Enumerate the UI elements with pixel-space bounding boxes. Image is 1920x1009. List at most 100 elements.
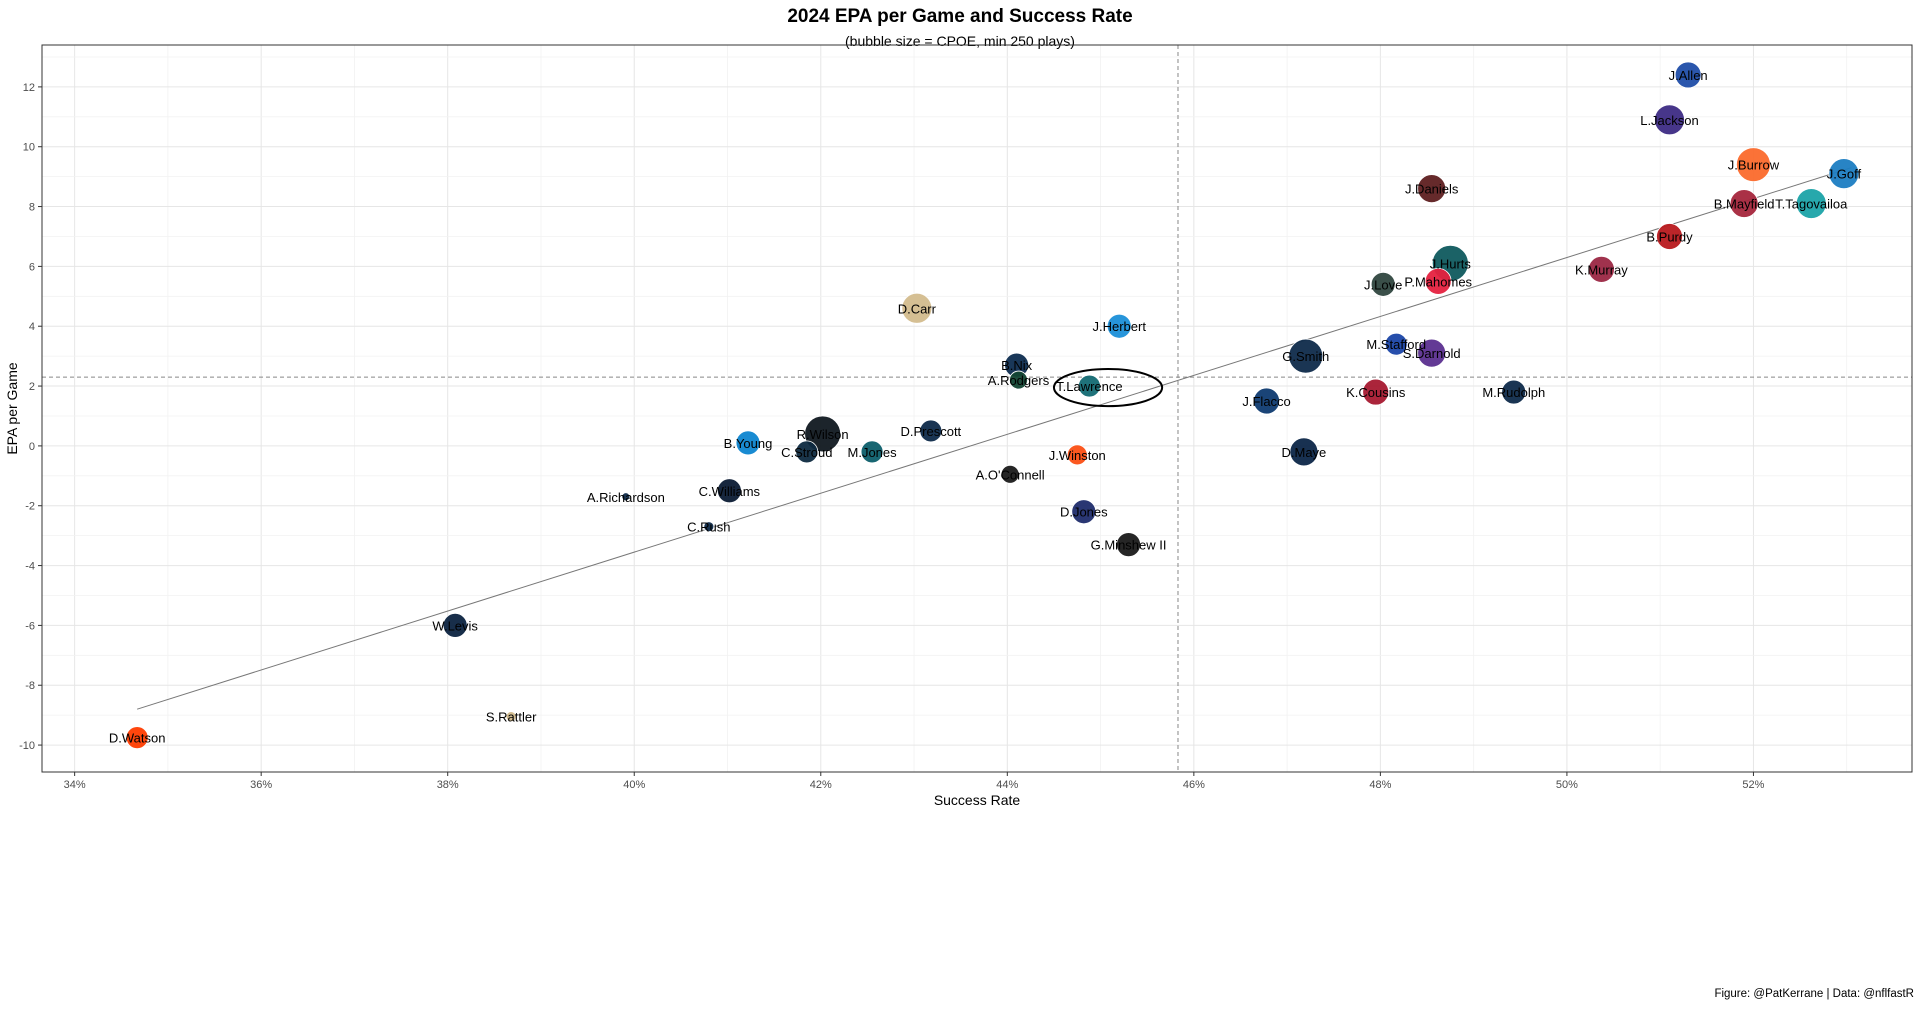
data-point xyxy=(1116,532,1141,558)
data-point xyxy=(901,292,933,324)
data-point xyxy=(1588,255,1615,283)
data-point xyxy=(1656,223,1683,250)
data-point xyxy=(1828,158,1860,190)
data-point xyxy=(1077,374,1101,398)
data-point xyxy=(1000,464,1020,484)
data-point xyxy=(1674,61,1702,89)
reference-lines xyxy=(42,45,1912,772)
trend-line xyxy=(136,167,1852,710)
data-point xyxy=(1071,499,1097,525)
grid-layer xyxy=(42,45,1912,772)
point-label: S.Darnold xyxy=(1403,346,1461,361)
data-point xyxy=(1066,444,1088,466)
x-tick-label: 36% xyxy=(250,779,272,791)
data-point xyxy=(1417,174,1447,204)
axes-layer: 34% 36% 38% 40% 42% 44% 46% 48% 50% 52% -10 -8 -6 -4 -… xyxy=(4,44,1913,808)
data-point xyxy=(795,440,819,464)
point-label: J.Flacco xyxy=(1242,394,1290,409)
y-tick-label: 2 xyxy=(29,381,35,393)
point-label: C.Stroud xyxy=(781,445,832,460)
point-label: T.Tagovailoa xyxy=(1775,197,1848,212)
x-tick-label: 40% xyxy=(623,779,645,791)
point-label: J.Hurts xyxy=(1430,256,1472,271)
y-tick-label: -8 xyxy=(25,680,35,692)
y-tick-label: -10 xyxy=(19,740,35,752)
point-label: W.Levis xyxy=(432,618,478,633)
y-tick-label: -2 xyxy=(25,501,35,513)
point-label: K.Cousins xyxy=(1346,385,1406,400)
y-tick-label: 4 xyxy=(29,321,35,333)
plot-panel-border xyxy=(41,44,1913,773)
point-label: J.Allen xyxy=(1669,68,1708,83)
data-point xyxy=(1654,104,1685,136)
data-point xyxy=(1729,189,1759,218)
data-point xyxy=(1288,338,1324,374)
point-label: B.Purdy xyxy=(1646,229,1693,244)
point-label: P.Mahomes xyxy=(1404,274,1472,289)
data-point xyxy=(1424,267,1452,295)
y-axis-label: EPA per Game xyxy=(4,362,20,455)
point-label: J.Winston xyxy=(1049,448,1106,463)
point-label: J.Herbert xyxy=(1092,319,1146,334)
data-point xyxy=(505,711,517,723)
point-label: G.Minshew II xyxy=(1091,538,1167,553)
point-label: J.Goff xyxy=(1827,167,1862,182)
data-point xyxy=(703,521,715,533)
points-layer xyxy=(125,61,1860,749)
point-label: M.Rudolph xyxy=(1482,385,1545,400)
y-tick-label: 10 xyxy=(23,142,35,154)
point-label: B.Young xyxy=(724,436,773,451)
point-label: S.Rattler xyxy=(486,710,537,725)
x-tick-label: 50% xyxy=(1556,779,1578,791)
point-label: J.Burrow xyxy=(1728,158,1780,173)
y-tick-label: -6 xyxy=(25,620,35,632)
point-label: M.Stafford xyxy=(1366,337,1426,352)
point-label: B.Nix xyxy=(1001,358,1033,373)
point-label: C.Rush xyxy=(687,520,730,535)
data-point xyxy=(1501,379,1527,405)
data-point xyxy=(1370,271,1396,297)
data-point xyxy=(1009,370,1028,390)
point-label: C.Williams xyxy=(699,484,761,499)
point-label: G.Smith xyxy=(1282,349,1329,364)
point-labels-layer: J.Allen L.Jackson J.Burrow J.Goff J.Daniels B… xyxy=(109,68,1862,746)
x-tick-label: 42% xyxy=(810,779,832,791)
y-tick-label: 12 xyxy=(23,82,35,94)
data-point xyxy=(621,492,631,502)
data-point xyxy=(1417,338,1447,368)
data-point xyxy=(442,613,468,638)
point-label: A.O'Connell xyxy=(976,467,1045,482)
data-point xyxy=(1795,188,1827,219)
data-point xyxy=(1736,147,1771,183)
y-tick-label: 6 xyxy=(29,261,35,273)
data-point xyxy=(1106,313,1132,339)
point-label: K.Murray xyxy=(1575,262,1628,277)
x-tick-label: 38% xyxy=(437,779,459,791)
data-point xyxy=(1384,332,1408,356)
point-label: D.Jones xyxy=(1060,505,1108,520)
data-point xyxy=(716,478,742,504)
x-tick-label: 48% xyxy=(1369,779,1391,791)
point-label: D.Watson xyxy=(109,731,166,746)
data-point xyxy=(125,726,149,749)
data-point xyxy=(735,430,761,456)
point-label: J.Love xyxy=(1364,277,1402,292)
x-tick-label: 34% xyxy=(64,779,86,791)
point-label: M.Jones xyxy=(848,445,898,460)
point-label: B.Mayfield xyxy=(1714,197,1775,212)
y-tick-label: 8 xyxy=(29,202,35,214)
data-point xyxy=(1253,387,1280,415)
point-label: J.Daniels xyxy=(1405,182,1459,197)
x-tick-label: 52% xyxy=(1742,779,1764,791)
data-point xyxy=(1362,378,1390,406)
point-label: D.Prescott xyxy=(900,424,961,439)
x-tick-label: 44% xyxy=(996,779,1018,791)
chart-caption: Figure: @PatKerrane | Data: @nflfastR xyxy=(1714,988,1914,1000)
y-tick-label: 0 xyxy=(29,441,35,453)
point-label: A.Richardson xyxy=(587,490,665,505)
x-axis-label: Success Rate xyxy=(934,792,1021,808)
y-tick-label: -4 xyxy=(25,561,35,573)
point-label: A.Rodgers xyxy=(988,373,1050,388)
chart-title: 2024 EPA per Game and Success Rate xyxy=(787,6,1133,27)
